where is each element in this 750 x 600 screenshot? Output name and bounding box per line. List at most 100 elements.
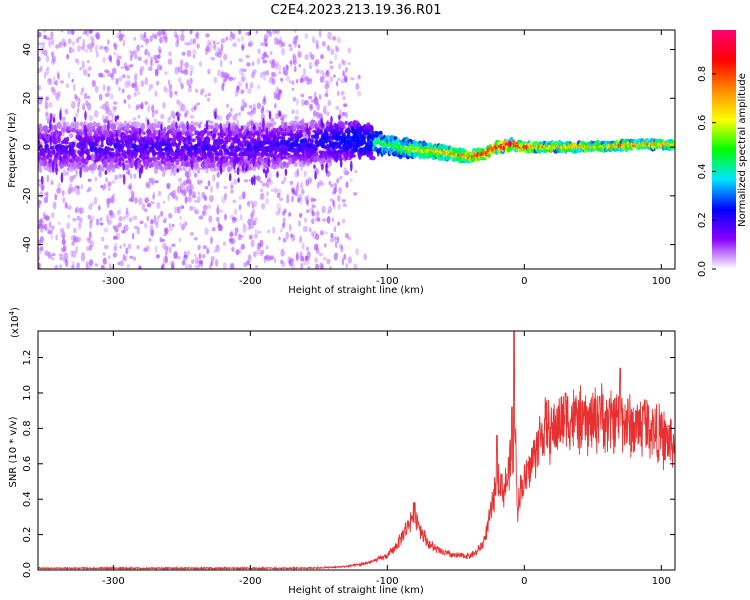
snr-y-ticks: 0.00.20.40.60.81.01.2 xyxy=(22,350,675,578)
heatmap-cell xyxy=(322,72,326,80)
heatmap-cell xyxy=(91,129,96,133)
heatmap-cell xyxy=(313,121,318,125)
heatmap-cell xyxy=(357,90,362,97)
heatmap-cell xyxy=(178,101,184,108)
heatmap-cell xyxy=(284,168,288,176)
heatmap-cell xyxy=(121,88,125,94)
heatmap-cell xyxy=(292,96,297,102)
heatmap-cell xyxy=(101,114,106,123)
heatmap-cell xyxy=(198,123,201,129)
heatmap-cell xyxy=(136,44,140,52)
heatmap-cell xyxy=(301,242,305,250)
heatmap-cell xyxy=(41,41,46,48)
heatmap-cell xyxy=(111,67,117,75)
heatmap-cell xyxy=(114,115,118,123)
heatmap-cell xyxy=(161,30,166,35)
heatmap-cell xyxy=(304,196,307,201)
heatmap-cell xyxy=(354,170,358,174)
heatmap-cell xyxy=(238,58,243,62)
heatmap-cell xyxy=(67,71,71,79)
snr-x-label: Height of straight line (km) xyxy=(288,585,424,596)
heatmap-cell xyxy=(87,102,92,111)
heatmap-cell xyxy=(50,38,55,46)
heatmap-cell xyxy=(190,133,195,137)
heatmap-cell xyxy=(66,136,70,142)
heatmap-cell xyxy=(43,49,48,57)
heatmap-cell xyxy=(232,33,236,40)
heatmap-cell xyxy=(181,70,185,74)
heatmap-cell xyxy=(103,244,109,250)
heatmap-cell xyxy=(85,245,90,252)
heatmap-cell xyxy=(72,48,75,53)
heatmap-cell xyxy=(115,155,119,163)
heatmap-cell xyxy=(92,121,97,127)
heatmap-cell xyxy=(184,62,189,69)
heatmap-cell xyxy=(71,263,75,269)
heatmap-cell xyxy=(132,215,138,221)
heatmap-cell xyxy=(107,109,113,117)
heatmap-cell xyxy=(51,161,55,173)
heatmap-cell xyxy=(336,178,340,184)
heatmap-cell xyxy=(326,81,331,87)
heatmap-cell xyxy=(154,60,160,64)
heatmap-cell xyxy=(109,147,115,152)
heatmap-cell xyxy=(88,231,92,239)
colorbar: 0.00.20.40.60.8 Normalized spectral ampl… xyxy=(697,30,748,277)
heatmap-cell xyxy=(99,217,103,222)
heatmap-cell xyxy=(321,163,324,171)
snr-y-scale-label: (x104) xyxy=(8,307,21,338)
heatmap-cell xyxy=(183,256,188,261)
heatmap-cell xyxy=(333,236,337,242)
heatmap-cell xyxy=(229,236,233,241)
heatmap-cell xyxy=(69,46,74,54)
heatmap-cell xyxy=(256,57,261,65)
heatmap-cell xyxy=(324,80,329,84)
heatmap-cell xyxy=(51,253,56,257)
heatmap-cell xyxy=(115,77,119,86)
heatmap-cell xyxy=(164,256,168,264)
heatmap-cell xyxy=(88,204,93,211)
heatmap-cell xyxy=(79,207,84,215)
heatmap-cell xyxy=(63,148,66,159)
heatmap-cell xyxy=(154,131,158,135)
colorbar-tick-label: 0.6 xyxy=(697,115,708,131)
heatmap-cell xyxy=(89,42,95,49)
heatmap-cell xyxy=(127,169,131,176)
heatmap-cell xyxy=(269,255,275,261)
heatmap-cell xyxy=(188,84,192,88)
heatmap-cell xyxy=(98,170,102,177)
heatmap-cell xyxy=(100,264,105,269)
heatmap-cell xyxy=(181,51,186,56)
heatmap-cell xyxy=(204,93,208,98)
heatmap-cell xyxy=(281,47,285,56)
heatmap-cell xyxy=(66,30,72,35)
heatmap-cell xyxy=(291,87,295,91)
heatmap-cell xyxy=(173,31,178,38)
heatmap-cell xyxy=(153,118,157,124)
heatmap-cell xyxy=(38,31,42,38)
heatmap-cell xyxy=(207,42,213,51)
heatmap-cell xyxy=(247,88,252,94)
heatmap-cell xyxy=(327,210,330,215)
heatmap-cell xyxy=(230,144,236,150)
heatmap-cell xyxy=(112,106,116,114)
heatmap-cell xyxy=(136,103,140,109)
heatmap-cell xyxy=(51,125,55,131)
heatmap-cell xyxy=(180,104,186,112)
heatmap-cell xyxy=(133,36,137,41)
heatmap-cell xyxy=(336,77,341,82)
heatmap-cell xyxy=(311,209,314,216)
heatmap-cell xyxy=(320,264,325,269)
heatmap-cell xyxy=(221,83,225,91)
heatmap-cell xyxy=(184,41,187,46)
colorbar-bar xyxy=(712,30,736,269)
heatmap-cell xyxy=(266,30,270,34)
heatmap-cell xyxy=(104,115,109,123)
heatmap-cell xyxy=(52,89,57,96)
heatmap-cell xyxy=(276,171,279,178)
heatmap-cell xyxy=(321,205,326,214)
heatmap-cell xyxy=(291,80,295,86)
heatmap-cell xyxy=(192,168,196,174)
heatmap-cell xyxy=(305,246,310,251)
heatmap-cell xyxy=(152,194,155,200)
